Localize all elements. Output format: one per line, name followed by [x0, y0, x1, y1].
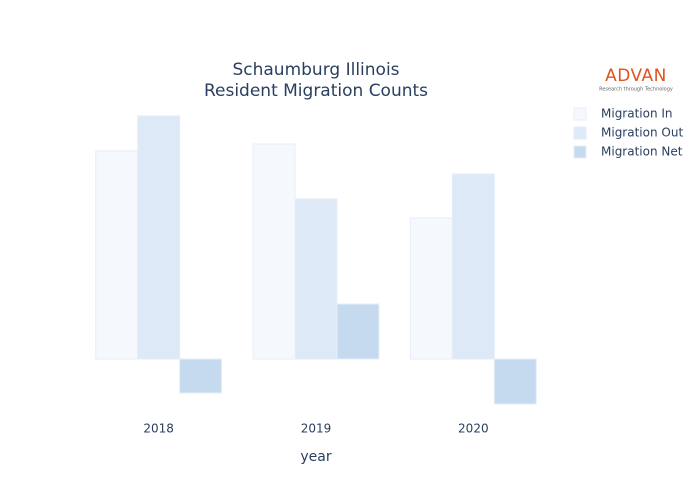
bar: [294, 198, 338, 360]
bar: [137, 115, 181, 360]
bar: [493, 358, 537, 405]
chart-title: Resident Migration Counts: [204, 81, 428, 101]
x-tick-label: 2018: [143, 422, 174, 436]
legend-swatch: [573, 107, 587, 121]
legend-swatch: [573, 126, 587, 140]
legend-label: Migration Out: [601, 126, 683, 140]
x-axis-title: year: [300, 449, 331, 465]
legend-swatch: [573, 145, 587, 159]
x-tick-label: 2019: [301, 422, 332, 436]
bar: [451, 173, 495, 360]
legend-label: Migration In: [601, 107, 673, 121]
bar: [252, 143, 296, 360]
legend-label: Migration Net: [601, 145, 683, 159]
bar: [336, 303, 380, 360]
x-tick-label: 2020: [458, 422, 489, 436]
logo-tagline: Research through Technology: [599, 87, 673, 93]
bar: [409, 217, 453, 360]
chart-title: Schaumburg Illinois: [232, 60, 399, 80]
bar: [179, 358, 223, 394]
logo: ADVAN: [605, 66, 667, 86]
bar: [95, 150, 139, 360]
